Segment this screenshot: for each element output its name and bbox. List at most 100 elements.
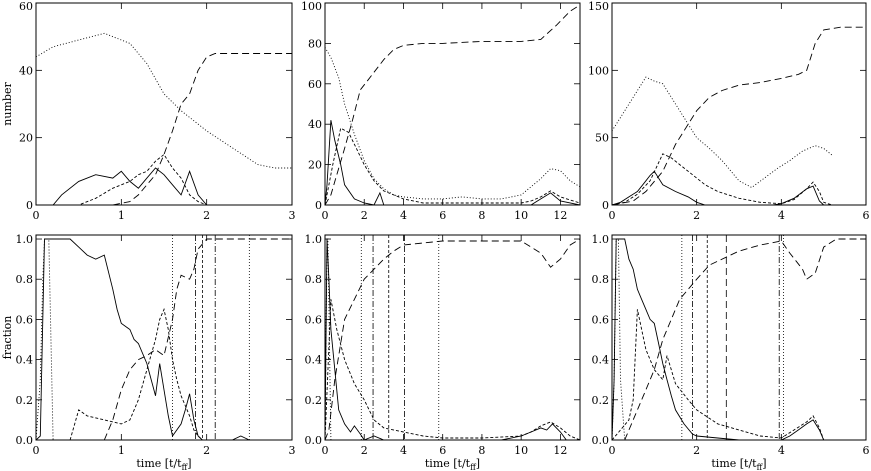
x-axis-label: time [t/tff]: [425, 457, 480, 471]
x-axis-label: time [t/tff]: [711, 457, 766, 471]
x-axis-label-end: ]: [187, 457, 191, 470]
y-tick-label: 0.0: [305, 434, 323, 447]
x-tick-label: 6: [439, 444, 446, 457]
x-tick-label: 1: [118, 444, 125, 457]
series-line-dashed: [325, 299, 580, 440]
y-tick-label: 20: [308, 159, 322, 172]
y-axis-label: fraction: [1, 316, 14, 360]
x-tick-label: 2: [361, 444, 368, 457]
y-tick-label: 0.6: [305, 313, 323, 326]
x-tick-label: 2: [361, 209, 368, 222]
x-axis-label-main: time [t/t: [136, 457, 182, 470]
plot-area: [325, 4, 580, 205]
x-axis-label-main: time [t/t: [425, 457, 471, 470]
series-line-dashed: [69, 307, 207, 440]
x-axis-label-subscript: ff: [470, 463, 477, 471]
x-tick-label: 4: [778, 209, 785, 222]
series-line-dotted: [612, 76, 833, 189]
y-tick-label: 100: [588, 64, 609, 77]
plot-area: [612, 235, 866, 440]
series-line-dashed: [36, 153, 292, 205]
y-tick-label: 1.0: [16, 233, 34, 246]
y-tick-label: 1.0: [592, 233, 610, 246]
x-tick-label: 8: [478, 209, 485, 222]
x-tick-label: 0: [322, 444, 329, 457]
x-tick-label: 2: [203, 209, 210, 222]
panel-3: 0 2 4 6 0 50 100 150: [588, 0, 870, 222]
x-axis-label-subscript: ff: [182, 463, 189, 471]
plot-frame: [611, 234, 867, 441]
x-tick-label: 12: [553, 209, 567, 222]
series-line-dotted: [325, 47, 580, 200]
plot-frame: [35, 234, 293, 441]
panel-1: 0 1 2 3 0 20 40 60 number: [1, 0, 296, 222]
x-tick-label: 12: [553, 444, 567, 457]
x-tick-label: 1: [118, 209, 125, 222]
y-tick-label: 0.6: [16, 313, 34, 326]
x-tick-label: 8: [478, 444, 485, 457]
series-line-solid: [325, 120, 580, 205]
plot-area: [612, 26, 866, 205]
x-tick-label: 4: [400, 444, 407, 457]
plot-frame: [324, 2, 581, 206]
series-line-dotted: [325, 238, 580, 440]
x-axis-label-end: ]: [476, 457, 480, 470]
x-axis-label-subscript: ff: [757, 463, 764, 471]
y-tick-label: 20: [19, 132, 33, 145]
x-tick-label: 4: [778, 444, 785, 457]
panel-2: 0 2 4 6 8 10 12 0 20 40 60 80 100: [301, 0, 581, 222]
plot-frame: [35, 2, 293, 206]
y-tick-label: 150: [588, 0, 609, 13]
x-tick-label: 6: [863, 444, 870, 457]
y-tick-label: 0: [315, 199, 322, 212]
series-line-longdash: [612, 26, 866, 205]
y-tick-label: 0.8: [16, 273, 34, 286]
panel-5: 0 2 4 6 8 10 12 0.0 0.2 0.4 0.6 0.8 1.0 time [t/tff]: [305, 233, 581, 471]
y-tick-label: 80: [308, 37, 322, 50]
y-tick-label: 0.0: [16, 434, 34, 447]
series-line-dashed: [325, 127, 580, 205]
y-tick-label: 0.4: [305, 354, 323, 367]
y-tick-label: 0.2: [305, 394, 323, 407]
plot-frame: [324, 234, 581, 441]
y-tick-label: 0.4: [592, 354, 610, 367]
series-line-longdash: [103, 238, 292, 440]
y-tick-label: 0.8: [305, 273, 323, 286]
series-line-longdash: [624, 238, 866, 440]
x-axis-label: time [t/tff]: [136, 457, 191, 471]
y-tick-label: 0.8: [592, 273, 610, 286]
y-tick-label: 50: [595, 132, 609, 145]
x-tick-label: 2: [203, 444, 210, 457]
x-tick-label: 3: [289, 209, 296, 222]
x-tick-label: 3: [289, 444, 296, 457]
series-line-dotted: [36, 32, 292, 169]
y-tick-label: 60: [19, 0, 33, 13]
y-tick-label: 60: [308, 78, 322, 91]
plot-frame: [611, 2, 867, 206]
y-tick-label: 0.4: [16, 354, 34, 367]
plot-area: [36, 32, 292, 205]
y-tick-label: 0.6: [592, 313, 610, 326]
panel-6: 0 2 4 6 0.0 0.2 0.4 0.6 0.8 1.0 time [t/tff]: [592, 233, 870, 471]
y-tick-label: 1.0: [305, 233, 323, 246]
x-tick-label: 0: [33, 444, 40, 457]
y-tick-label: 40: [308, 118, 322, 131]
y-tick-label: 0: [602, 199, 609, 212]
series-line-solid: [325, 238, 580, 440]
x-tick-label: 0: [33, 209, 40, 222]
y-tick-label: 0.2: [592, 394, 610, 407]
series-line-longdash: [325, 4, 580, 205]
plot-area: [325, 235, 580, 440]
plot-area: [36, 235, 292, 440]
y-tick-label: 0.0: [592, 434, 610, 447]
y-axis-label: number: [1, 82, 14, 126]
x-tick-label: 2: [693, 444, 700, 457]
series-line-solid: [36, 167, 292, 205]
x-tick-label: 0: [609, 444, 616, 457]
panel-4: 0 1 2 3 0.0 0.2 0.4 0.6 0.8 1.0 fraction time [t/tf…: [1, 233, 296, 471]
y-tick-label: 0: [26, 199, 33, 212]
series-line-dashed: [612, 153, 833, 205]
y-tick-label: 100: [301, 0, 322, 13]
x-tick-label: 6: [439, 209, 446, 222]
